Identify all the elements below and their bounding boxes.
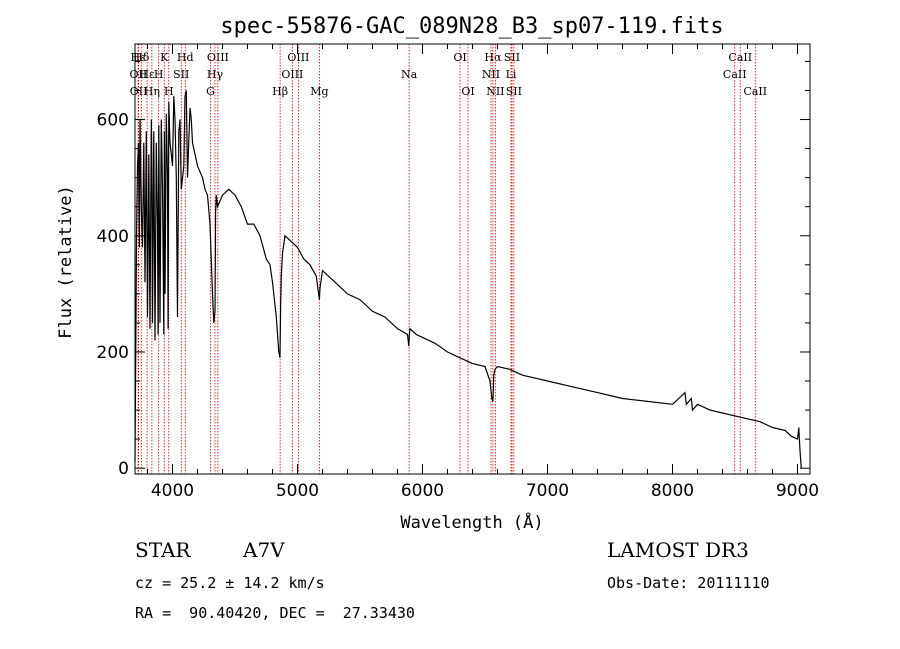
x-tick-label: 5000 — [276, 481, 319, 501]
spectral-line-label: Hε — [139, 68, 155, 81]
spectral-line-label: SII — [506, 85, 522, 98]
flux-series-line — [134, 90, 802, 469]
y-tick-label: 600 — [97, 111, 129, 131]
y-tick-label: 200 — [97, 343, 129, 363]
object-subclass: A7V — [243, 538, 285, 562]
x-tick-label: 6000 — [401, 481, 444, 501]
y-tick-label: 400 — [97, 227, 129, 247]
observation-date: Obs-Date: 20111110 — [607, 574, 770, 592]
spectral-line-label: CaII — [723, 68, 747, 81]
object-class: STAR — [135, 538, 191, 562]
spectral-line-label: H — [154, 68, 164, 81]
plot-frame — [134, 43, 811, 475]
x-tick-label: 7000 — [526, 481, 569, 501]
spectral-line-label: Hα — [484, 51, 502, 64]
spectral-line-label: Hβ — [272, 85, 288, 98]
spectral-line-label: G — [206, 85, 215, 98]
x-tick-label: 4000 — [151, 481, 194, 501]
axis-ticks: 4000 5000 6000 7000 8000 9000 0 200 400 600 — [97, 44, 819, 501]
spectral-line-label: NII — [486, 85, 504, 98]
chart-title: spec-55876-GAC_089N28_B3_sp07-119.fits — [220, 14, 723, 39]
y-axis-label: Flux (relative) — [56, 185, 76, 339]
spectral-line-label: OI — [461, 85, 474, 98]
spectral-line-label: Hδ — [133, 51, 150, 64]
spectral-line-label: Hγ — [207, 68, 224, 81]
spectral-line-label: OIII — [287, 51, 309, 64]
spectral-line-label: OI — [453, 51, 466, 64]
spectral-line-label: SII — [504, 51, 520, 64]
spectral-line-label: CaII — [743, 85, 767, 98]
spectral-line-markers: HεHδKHdOIIIOIIIOIHαSIICaIIOIIHεHSIIHγOII… — [130, 44, 767, 474]
redshift-cz: cz = 25.2 ± 14.2 km/s — [135, 574, 325, 592]
x-tick-label: 9000 — [776, 481, 819, 501]
x-axis-label: Wavelength (Å) — [400, 511, 543, 533]
x-tick-label: 8000 — [651, 481, 694, 501]
spectral-line-label: CaII — [728, 51, 752, 64]
spectral-line-label: SII — [173, 68, 189, 81]
spectral-line-label: Na — [401, 68, 418, 81]
spectral-line-label: OIII — [207, 51, 229, 64]
survey-name: LAMOST DR3 — [607, 538, 749, 562]
y-tick-label: 0 — [118, 459, 129, 479]
spectral-line-label: Hη — [144, 85, 160, 98]
spectral-line-label: Hd — [177, 51, 194, 64]
spectral-line-label: K — [160, 51, 169, 64]
ra-dec: RA = 90.40420, DEC = 27.33430 — [135, 604, 415, 622]
spectral-line-label: OIII — [281, 68, 303, 81]
spectral-line-label: Mg — [310, 85, 328, 98]
spectral-line-label: NII — [482, 68, 500, 81]
spectral-line-label: H — [164, 85, 174, 98]
spectral-line-label: Li — [506, 68, 517, 81]
spectral-line-label: OII — [130, 85, 148, 98]
